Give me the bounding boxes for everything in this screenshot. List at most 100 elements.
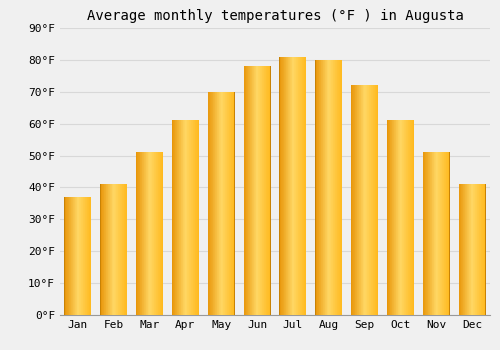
Bar [305,57,306,315]
Bar [266,66,267,315]
Bar [123,184,124,315]
Bar [303,57,304,315]
Bar [260,66,261,315]
Bar [298,57,299,315]
Bar [441,152,442,315]
Bar [360,85,361,315]
Bar [388,120,389,315]
Bar [126,184,127,315]
Bar [257,66,258,315]
Bar [391,120,392,315]
Bar [284,57,285,315]
Bar [485,184,486,315]
Bar [357,85,358,315]
Bar [430,152,431,315]
Bar [413,120,414,315]
Bar [462,184,464,315]
Bar [389,120,390,315]
Bar [78,197,80,315]
Bar [186,120,187,315]
Bar [162,152,163,315]
Bar [109,184,110,315]
Bar [460,184,462,315]
Bar [80,197,82,315]
Bar [119,184,120,315]
Bar [224,92,226,315]
Bar [209,92,210,315]
Bar [428,152,429,315]
Bar [100,184,101,315]
Bar [316,60,318,315]
Bar [374,85,376,315]
Bar [219,92,220,315]
Bar [116,184,117,315]
Bar [397,120,398,315]
Bar [193,120,194,315]
Bar [90,197,92,315]
Bar [232,92,234,315]
Bar [339,60,340,315]
Bar [220,92,221,315]
Bar [174,120,176,315]
Bar [138,152,139,315]
Bar [141,152,142,315]
Bar [125,184,126,315]
Bar [352,85,353,315]
Bar [137,152,138,315]
Bar [336,60,337,315]
Bar [124,184,125,315]
Bar [394,120,395,315]
Bar [142,152,143,315]
Bar [176,120,178,315]
Bar [84,197,86,315]
Bar [449,152,450,315]
Bar [252,66,253,315]
Bar [425,152,426,315]
Bar [295,57,296,315]
Bar [245,66,246,315]
Bar [268,66,269,315]
Bar [269,66,270,315]
Bar [265,66,266,315]
Bar [362,85,363,315]
Bar [152,152,153,315]
Bar [102,184,103,315]
Bar [153,152,154,315]
Bar [395,120,396,315]
Bar [476,184,477,315]
Bar [288,57,289,315]
Bar [105,184,106,315]
Bar [322,60,324,315]
Bar [337,60,338,315]
Bar [358,85,359,315]
Bar [424,152,425,315]
Bar [228,92,230,315]
Bar [368,85,370,315]
Bar [432,152,433,315]
Bar [401,120,402,315]
Bar [330,60,331,315]
Bar [221,92,222,315]
Bar [406,120,407,315]
Bar [159,152,160,315]
Bar [86,197,88,315]
Bar [194,120,195,315]
Bar [77,197,78,315]
Bar [437,152,438,315]
Bar [326,60,328,315]
Bar [157,152,158,315]
Bar [69,197,70,315]
Bar [74,197,75,315]
Bar [218,92,219,315]
Bar [216,92,217,315]
Bar [403,120,404,315]
Bar [439,152,440,315]
Bar [158,152,159,315]
Bar [226,92,228,315]
Bar [299,57,300,315]
Bar [198,120,199,315]
Bar [328,60,329,315]
Bar [338,60,339,315]
Bar [402,120,403,315]
Bar [106,184,107,315]
